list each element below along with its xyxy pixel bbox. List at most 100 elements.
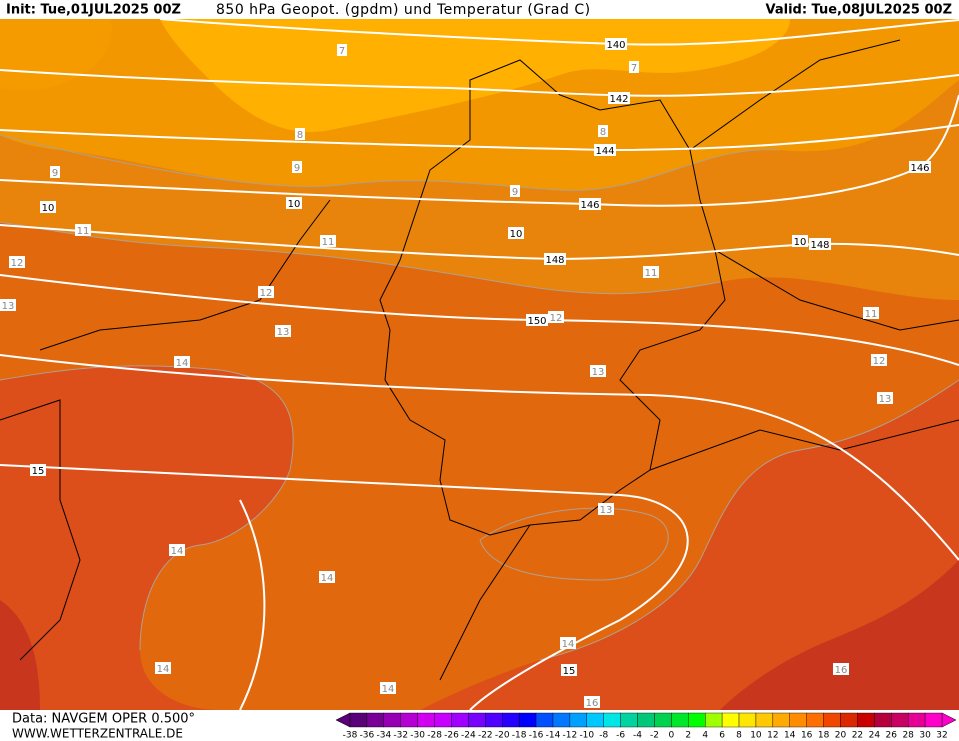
legend-label: -20: [495, 731, 510, 741]
legend-swatch: [518, 712, 537, 728]
legend-swatch: [383, 712, 401, 728]
contour-label-bg: [320, 235, 336, 247]
contour-label: 12: [873, 356, 886, 367]
map-title: 850 hPa Geopot. (gpdm) und Temperatur (G…: [216, 2, 591, 18]
contour-label: 11: [322, 237, 335, 248]
contour-label: 16: [835, 665, 848, 676]
contour-label-bg: [0, 299, 16, 311]
legend-label: 28: [902, 731, 914, 741]
legend-swatch: [891, 712, 909, 728]
legend-label: 2: [685, 731, 691, 741]
temp-field: [0, 365, 294, 710]
legend-swatch: [789, 712, 807, 728]
legend-swatch: [620, 712, 638, 728]
contour-label: 11: [865, 309, 878, 320]
contour-label-bg: [292, 161, 302, 173]
legend-swatch: [671, 712, 689, 728]
contour-label-bg: [863, 307, 879, 319]
data-source: Data: NAVGEM OPER 0.500°: [12, 712, 195, 727]
contour-label: 9: [294, 163, 300, 174]
contour-label-bg: [508, 227, 524, 239]
contour-label: 144: [595, 146, 614, 157]
contour-label-bg: [598, 125, 608, 137]
contour-label: 12: [260, 288, 273, 299]
contour-label-bg: [809, 238, 831, 250]
legend-label: 6: [719, 731, 725, 741]
contour-label-bg: [584, 696, 600, 708]
contour-label-bg: [526, 314, 548, 326]
contour-label: 16: [586, 698, 599, 709]
contour-label: 142: [609, 94, 628, 105]
website: WWW.WETTERZENTRALE.DE: [12, 727, 183, 741]
contour-label-bg: [643, 266, 659, 278]
contour-label: 9: [52, 168, 58, 179]
legend-label: -26: [444, 731, 459, 741]
legend-label: -4: [633, 731, 642, 741]
legend-label: -28: [427, 731, 442, 741]
legend-label: 20: [835, 731, 847, 741]
legend-label: 8: [736, 731, 742, 741]
contour-label: 8: [297, 130, 303, 141]
legend-swatch: [468, 712, 486, 728]
legend-label: -18: [512, 731, 527, 741]
contour-label: 10: [510, 229, 523, 240]
legend-swatch: [417, 712, 435, 728]
legend-label: -8: [599, 731, 608, 741]
contour-label-bg: [40, 201, 56, 213]
contour-label: 13: [2, 301, 15, 312]
legend-label: 24: [869, 731, 881, 741]
contour-label: 13: [600, 505, 613, 516]
legend-swatch: [705, 712, 723, 728]
map: 7 7 8 8 9 9 9 11 11 11 11 12 12 12 12 13 13 13 13 13 14 14 14 1…: [0, 19, 959, 710]
contour-label: 14: [382, 684, 395, 695]
isotherms: [0, 134, 959, 661]
legend-label: -16: [529, 731, 544, 741]
contour-label: 14: [176, 358, 189, 369]
contour-label: 14: [171, 546, 184, 557]
contour-label-bg: [510, 185, 520, 197]
contour-label-bg: [380, 682, 396, 694]
legend-swatch: [738, 712, 757, 728]
legend-swatch: [654, 712, 672, 728]
contour-label-bg: [590, 365, 606, 377]
contour-label: 148: [810, 240, 829, 251]
contour-label: 148: [545, 255, 564, 266]
legend-swatch: [349, 712, 368, 728]
contour-label: 10: [794, 237, 807, 248]
legend-label: 30: [919, 731, 931, 741]
contour-label-bg: [75, 224, 91, 236]
legend-label: -24: [461, 731, 476, 741]
legend-swatch: [823, 712, 841, 728]
legend-label: -36: [360, 731, 375, 741]
contour-label-bg: [155, 662, 171, 674]
legend-swatch: [485, 712, 503, 728]
contour-label-bg: [629, 61, 639, 73]
contour-label: 150: [527, 316, 546, 327]
contour-label: 146: [580, 200, 599, 211]
contour-label: 13: [592, 367, 605, 378]
legend-swatch: [874, 712, 892, 728]
contour-label: 15: [32, 466, 45, 477]
legend-swatch: [586, 712, 604, 728]
contour-label-bg: [286, 197, 302, 209]
legend-swatch: [755, 712, 774, 728]
contour-label-bg: [871, 354, 887, 366]
legend-label: -6: [616, 731, 625, 741]
legend-label: -22: [478, 731, 493, 741]
contour-label-bg: [579, 198, 601, 210]
legend-label: 0: [669, 731, 675, 741]
temp-field: [160, 19, 790, 132]
legend-label: 12: [767, 731, 778, 741]
legend-swatch: [535, 712, 554, 728]
legend-swatch: [569, 712, 588, 728]
contour-label-bg: [169, 544, 185, 556]
legend-label: 18: [818, 731, 830, 741]
legend-label: 26: [886, 731, 898, 741]
legend-swatch: [366, 712, 385, 728]
legend-swatch: [434, 712, 452, 728]
legend-swatch: [907, 712, 926, 728]
legend-label: 16: [801, 731, 813, 741]
temp-field: [420, 380, 959, 710]
contour-label: 13: [879, 394, 892, 405]
